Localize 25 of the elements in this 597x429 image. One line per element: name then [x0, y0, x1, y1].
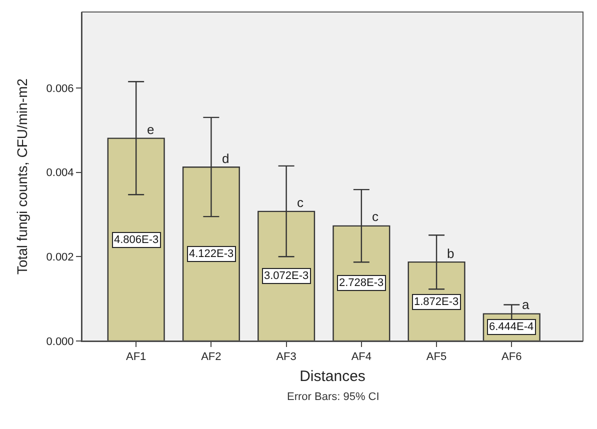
- annotation: d: [222, 151, 230, 166]
- x-tick-label: AF1: [126, 351, 146, 364]
- x-tick-label: AF3: [276, 351, 296, 364]
- data-label: 4.122E-3: [189, 248, 234, 260]
- x-tick-label: AF2: [201, 351, 222, 364]
- data-label: 3.072E-3: [264, 270, 309, 282]
- x-tick-label: AF4: [351, 351, 372, 364]
- y-tick-label: 0.000: [46, 336, 74, 348]
- annotation: c: [297, 195, 304, 210]
- y-axis-title: Total fungi counts, CFU/min-m2: [14, 78, 30, 275]
- annotation: b: [447, 246, 454, 261]
- y-tick-label: 0.004: [46, 167, 74, 180]
- data-label: 4.806E-3: [114, 234, 159, 246]
- x-axis-title: Distances: [300, 368, 366, 386]
- annotation: e: [147, 122, 154, 137]
- text: Error Bars: 95% CI: [287, 391, 380, 403]
- x-tick-label: AF6: [502, 351, 522, 364]
- annotation: a: [522, 297, 530, 312]
- y-tick-label: 0.006: [46, 82, 74, 95]
- data-label: 2.728E-3: [339, 277, 384, 289]
- annotation: c: [372, 209, 379, 224]
- data-label: 6.444E-4: [489, 321, 534, 333]
- x-tick-label: AF5: [426, 351, 447, 364]
- y-tick-label: 0.002: [46, 251, 74, 264]
- data-label: 1.872E-3: [414, 296, 459, 308]
